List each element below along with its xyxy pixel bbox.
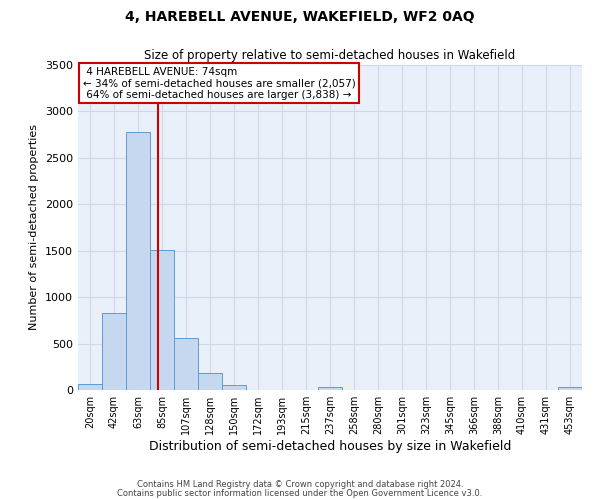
Bar <box>78 384 102 390</box>
Bar <box>150 250 174 390</box>
Bar <box>198 373 222 390</box>
Bar <box>174 338 198 390</box>
Text: 4 HAREBELL AVENUE: 74sqm
← 34% of semi-detached houses are smaller (2,057)
 64% : 4 HAREBELL AVENUE: 74sqm ← 34% of semi-d… <box>83 66 356 100</box>
Text: 4, HAREBELL AVENUE, WAKEFIELD, WF2 0AQ: 4, HAREBELL AVENUE, WAKEFIELD, WF2 0AQ <box>125 10 475 24</box>
Bar <box>102 313 126 390</box>
Bar <box>222 385 246 390</box>
Bar <box>126 132 150 390</box>
Y-axis label: Number of semi-detached properties: Number of semi-detached properties <box>29 124 40 330</box>
X-axis label: Distribution of semi-detached houses by size in Wakefield: Distribution of semi-detached houses by … <box>149 440 511 453</box>
Text: Contains public sector information licensed under the Open Government Licence v3: Contains public sector information licen… <box>118 488 482 498</box>
Bar <box>558 387 582 390</box>
Title: Size of property relative to semi-detached houses in Wakefield: Size of property relative to semi-detach… <box>145 50 515 62</box>
Text: Contains HM Land Registry data © Crown copyright and database right 2024.: Contains HM Land Registry data © Crown c… <box>137 480 463 489</box>
Bar <box>318 387 342 390</box>
